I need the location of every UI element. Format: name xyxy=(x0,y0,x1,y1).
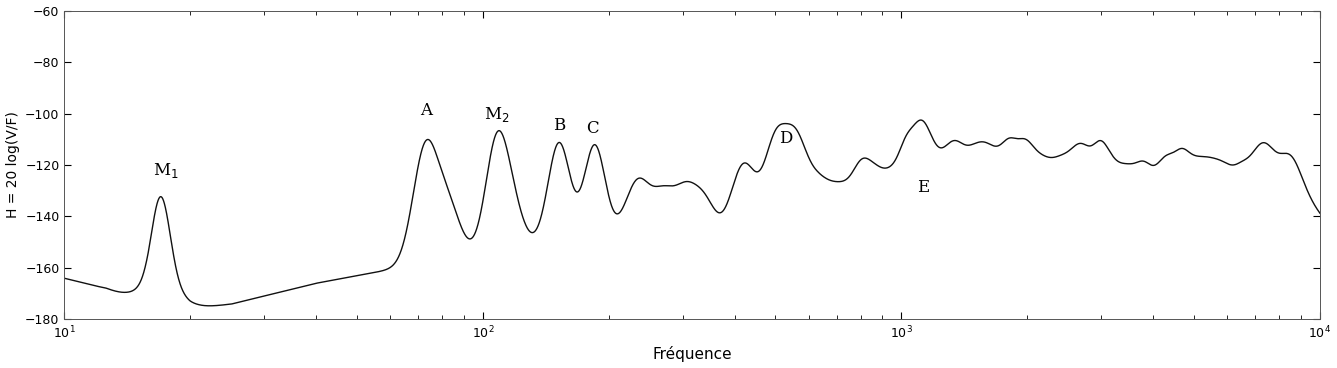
X-axis label: Fréquence: Fréquence xyxy=(652,346,731,362)
Y-axis label: H = 20 log(V/F): H = 20 log(V/F) xyxy=(5,112,20,219)
Text: A: A xyxy=(420,102,432,118)
Text: C: C xyxy=(587,120,599,137)
Text: M$_2$: M$_2$ xyxy=(484,105,509,124)
Text: D: D xyxy=(779,130,793,147)
Text: B: B xyxy=(554,117,566,134)
Text: M$_1$: M$_1$ xyxy=(154,162,179,180)
Text: E: E xyxy=(917,179,929,196)
